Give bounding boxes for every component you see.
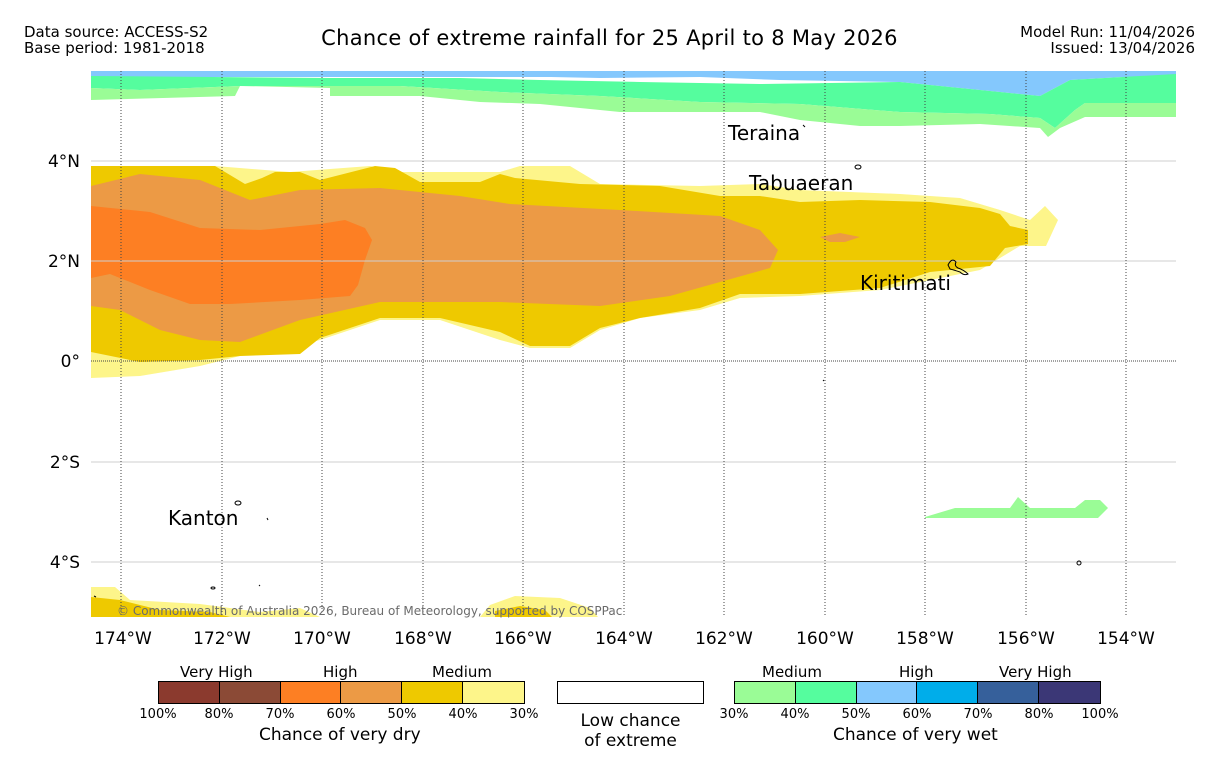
island-dot bbox=[258, 584, 261, 587]
wet-tick: 30% bbox=[719, 707, 749, 722]
wet-region-medium-high bbox=[91, 74, 1176, 128]
wet-swatch bbox=[978, 682, 1040, 703]
model-run: Model Run: 11/04/2026 bbox=[1020, 23, 1195, 41]
lat-label: 2°S bbox=[50, 453, 80, 473]
copyright-notice: © Commonwealth of Australia 2026, Bureau… bbox=[117, 604, 622, 618]
wet-tick: 70% bbox=[963, 707, 993, 722]
lon-label: 166°W bbox=[494, 629, 552, 649]
dry-region-south bbox=[91, 597, 230, 617]
dry-swatch bbox=[280, 682, 342, 703]
latitude-labels: 4°N 2°N 0° 2°S 4°S bbox=[48, 152, 80, 573]
lon-label: 174°W bbox=[94, 629, 152, 649]
dry-tick: 70% bbox=[265, 707, 295, 722]
wet-legend-caption: Chance of very wet bbox=[833, 725, 998, 745]
dry-tick: 60% bbox=[326, 707, 356, 722]
island-dot bbox=[822, 379, 825, 382]
data-source: Data source: ACCESS-S2 bbox=[24, 23, 209, 41]
dry-tick: 80% bbox=[204, 707, 234, 722]
map-title: Chance of extreme rainfall for 25 April … bbox=[321, 26, 898, 50]
dry-swatch bbox=[159, 682, 220, 703]
dry-legend-caption: Chance of very dry bbox=[259, 725, 421, 745]
place-label-tabuaeran: Tabuaeran bbox=[748, 171, 853, 195]
teraina-island bbox=[802, 124, 806, 128]
lon-label: 162°W bbox=[695, 629, 753, 649]
shaded-regions bbox=[91, 71, 1176, 617]
wet-category-medium: Medium bbox=[762, 663, 822, 681]
lat-label: 2°N bbox=[48, 252, 80, 272]
wet-swatch bbox=[856, 682, 918, 703]
dry-tick: 50% bbox=[387, 707, 417, 722]
kiritimati-island bbox=[947, 259, 969, 276]
lon-label: 168°W bbox=[394, 629, 452, 649]
wet-swatch bbox=[735, 682, 796, 703]
wet-region-medium bbox=[91, 86, 1176, 137]
dry-swatch bbox=[463, 682, 524, 703]
lon-label: 172°W bbox=[193, 629, 251, 649]
issued-date: Issued: 13/04/2026 bbox=[1050, 39, 1195, 57]
neutral-swatch bbox=[557, 681, 704, 704]
lon-label: 158°W bbox=[896, 629, 954, 649]
wet-tick: 100% bbox=[1081, 707, 1119, 722]
dry-region-high bbox=[91, 206, 372, 304]
dry-patch bbox=[820, 233, 860, 242]
lon-label: 160°W bbox=[796, 629, 854, 649]
wet-region-south bbox=[925, 497, 1108, 518]
island-outlines bbox=[93, 124, 1082, 598]
wet-category-very-high: Very High bbox=[999, 663, 1072, 681]
island-dot bbox=[1076, 560, 1082, 566]
dry-swatch bbox=[219, 682, 281, 703]
lat-label: 0° bbox=[61, 352, 80, 372]
model-run-block: Model Run: 11/04/2026 Issued: 13/04/2026 bbox=[1020, 24, 1195, 56]
neutral-label-line1: Low chance bbox=[580, 711, 681, 731]
wet-tick: 60% bbox=[902, 707, 932, 722]
wet-category-high: High bbox=[899, 663, 934, 681]
longitude-gridlines bbox=[120, 71, 1127, 617]
neutral-label-line2: of extreme bbox=[584, 731, 677, 751]
tabuaeran-island bbox=[854, 164, 862, 170]
place-label-kanton: Kanton bbox=[168, 506, 238, 530]
wet-tick: 40% bbox=[780, 707, 810, 722]
place-label-teraina: Teraina bbox=[727, 121, 800, 145]
wet-swatch bbox=[1039, 682, 1100, 703]
kanton-island bbox=[234, 500, 242, 506]
lon-label: 164°W bbox=[595, 629, 653, 649]
dry-category-medium: Medium bbox=[432, 663, 492, 681]
wet-region-high bbox=[500, 71, 1176, 96]
latitude-gridlines bbox=[91, 160, 1176, 563]
dry-swatch bbox=[341, 682, 403, 703]
place-label-kiritimati: Kiritimati bbox=[860, 271, 951, 295]
lon-label: 156°W bbox=[997, 629, 1055, 649]
island-dot bbox=[93, 595, 97, 598]
dry-swatch bbox=[402, 682, 464, 703]
dry-category-very-high: Very High bbox=[180, 663, 253, 681]
wet-swatch bbox=[795, 682, 857, 703]
lon-label: 170°W bbox=[293, 629, 351, 649]
base-period: Base period: 1981-2018 bbox=[24, 39, 205, 57]
lat-label: 4°N bbox=[48, 152, 80, 172]
dry-tick: 40% bbox=[448, 707, 478, 722]
dry-colorbar bbox=[158, 681, 525, 704]
dry-tick: 30% bbox=[509, 707, 539, 722]
dry-tick: 100% bbox=[139, 707, 177, 722]
wet-tick: 80% bbox=[1024, 707, 1054, 722]
wet-tick: 50% bbox=[841, 707, 871, 722]
longitude-labels: 174°W 172°W 170°W 168°W 166°W 164°W 162°… bbox=[94, 629, 1155, 649]
wet-swatch bbox=[917, 682, 979, 703]
dry-category-high: High bbox=[323, 663, 358, 681]
island-dot bbox=[266, 517, 269, 521]
wet-colorbar bbox=[734, 681, 1101, 704]
lat-label: 4°S bbox=[50, 553, 80, 573]
island-dot bbox=[210, 586, 216, 590]
data-source-block: Data source: ACCESS-S2 Base period: 1981… bbox=[24, 24, 208, 56]
lon-label: 154°W bbox=[1097, 629, 1155, 649]
